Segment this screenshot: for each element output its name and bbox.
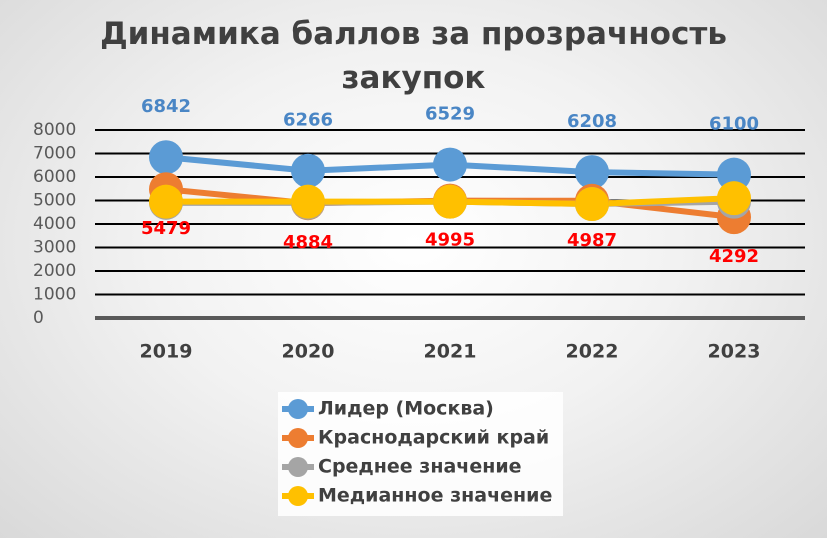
legend-marker (288, 457, 308, 477)
data-label: 4987 (567, 230, 617, 251)
x-tick-label: 2019 (140, 341, 193, 363)
y-tick-label: 8000 (33, 120, 76, 140)
data-label: 6842 (141, 96, 191, 117)
y-tick-label: 3000 (33, 238, 76, 258)
data-label: 4995 (425, 230, 475, 251)
legend-marker (288, 486, 308, 506)
y-tick-label: 7000 (33, 144, 76, 164)
data-label: 4292 (709, 246, 759, 267)
marker (291, 184, 325, 219)
legend-label: Среднее значение (318, 456, 522, 478)
y-tick-label: 4000 (33, 214, 76, 234)
marker (717, 157, 751, 192)
marker (717, 181, 751, 216)
y-tick-label: 5000 (33, 191, 76, 211)
legend-label: Медианное значение (318, 485, 552, 507)
marker (575, 155, 609, 190)
x-tick-label: 2022 (566, 341, 619, 363)
marker (149, 140, 183, 175)
y-tick-label: 1000 (33, 285, 76, 305)
marker (291, 153, 325, 188)
data-label: 5479 (141, 218, 191, 239)
y-tick-label: 2000 (33, 261, 76, 281)
legend-label: Краснодарский край (318, 427, 549, 449)
legend-marker (288, 428, 308, 448)
x-tick-label: 2023 (708, 341, 761, 363)
data-label: 6100 (709, 114, 759, 135)
marker (575, 187, 609, 222)
x-tick-label: 2020 (282, 341, 335, 363)
marker (433, 184, 467, 219)
y-tick-label: 6000 (33, 167, 76, 187)
y-tick-label: 0 (33, 308, 44, 328)
data-label: 6266 (283, 110, 333, 131)
marker (433, 147, 467, 182)
marker (149, 184, 183, 219)
x-tick-label: 2021 (424, 341, 477, 363)
data-label: 6529 (425, 104, 475, 125)
legend-marker (288, 399, 308, 419)
data-label: 6208 (567, 111, 617, 132)
legend-label: Лидер (Москва) (318, 398, 494, 420)
chart-title: Динамика баллов за прозрачность закупок (100, 16, 727, 96)
legend-box (278, 392, 563, 516)
data-label: 4884 (283, 232, 333, 253)
